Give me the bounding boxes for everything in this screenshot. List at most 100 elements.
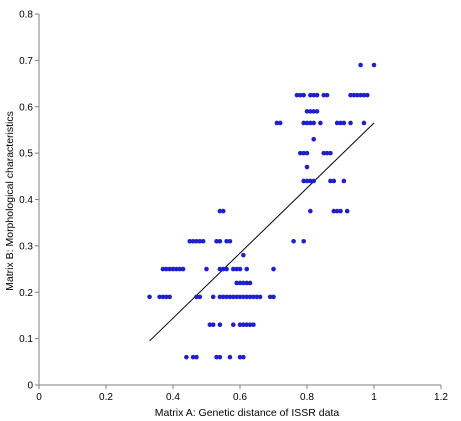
data-point — [241, 294, 246, 300]
data-point — [308, 109, 313, 114]
x-axis-title: Matrix A: Genetic distance of ISSR data — [155, 407, 340, 419]
data-point — [324, 92, 330, 98]
data-point — [197, 238, 203, 244]
data-point — [164, 294, 169, 300]
data-point — [220, 294, 226, 300]
data-point — [311, 178, 317, 184]
data-point — [321, 150, 327, 156]
data-point — [227, 238, 233, 244]
y-tick-label: 0.7 — [19, 56, 33, 67]
data-point — [267, 294, 273, 300]
data-point — [180, 266, 186, 272]
data-point — [231, 322, 236, 328]
data-point — [334, 208, 340, 214]
data-point — [358, 92, 363, 98]
data-point — [210, 294, 216, 300]
data-point — [371, 62, 377, 68]
data-point — [237, 322, 243, 328]
data-point — [351, 92, 357, 98]
data-point — [294, 92, 300, 98]
data-point — [304, 120, 310, 126]
data-point — [207, 322, 213, 328]
data-point — [190, 238, 196, 244]
data-point — [174, 266, 179, 272]
data-point — [217, 266, 223, 272]
y-tick-label: 0.2 — [19, 288, 33, 299]
data-point — [194, 238, 199, 244]
trend-line — [149, 122, 375, 342]
data-point — [254, 294, 260, 300]
data-point — [160, 266, 166, 272]
data-point — [251, 294, 256, 300]
data-point — [331, 208, 337, 214]
data-point — [220, 208, 226, 214]
data-point — [348, 120, 353, 126]
data-point — [328, 150, 333, 156]
data-point — [187, 238, 193, 244]
data-point — [224, 266, 229, 272]
data-point — [241, 354, 246, 360]
data-point — [247, 294, 253, 300]
y-axis-title: Matrix B: Morphological characteristics — [4, 111, 16, 291]
data-point — [304, 109, 310, 114]
data-point — [308, 208, 313, 214]
data-point — [217, 354, 223, 360]
data-point — [308, 92, 313, 98]
data-point — [244, 280, 249, 286]
y-tick-label: 0.4 — [19, 195, 33, 206]
data-point — [220, 266, 226, 272]
data-point — [190, 354, 196, 360]
data-point — [361, 120, 367, 126]
data-point — [358, 62, 363, 68]
y-tick-label: 0.8 — [19, 10, 33, 21]
data-point — [251, 322, 256, 328]
y-tick-label: 0 — [27, 381, 33, 392]
data-point — [308, 178, 313, 184]
data-point — [308, 120, 313, 126]
data-point — [244, 266, 249, 272]
data-point — [274, 120, 280, 126]
x-tick-label: 0.2 — [99, 392, 113, 403]
data-point — [160, 294, 166, 300]
data-point — [324, 150, 330, 156]
y-tick-label: 0.3 — [19, 241, 33, 252]
data-point — [328, 178, 333, 184]
data-point — [298, 150, 303, 156]
data-point — [338, 208, 343, 214]
data-point — [257, 294, 263, 300]
data-point — [234, 294, 239, 300]
data-point — [311, 120, 317, 126]
data-point — [244, 294, 249, 300]
data-point — [170, 266, 176, 272]
data-point — [271, 266, 276, 272]
data-point — [244, 322, 249, 328]
data-point — [241, 322, 246, 328]
data-point — [304, 164, 310, 170]
data-point — [217, 294, 223, 300]
data-point — [311, 92, 317, 98]
data-point — [301, 120, 306, 126]
data-point — [204, 266, 209, 272]
data-point — [348, 92, 353, 98]
data-point — [298, 92, 303, 98]
data-point — [344, 208, 350, 214]
data-point — [157, 294, 162, 300]
data-point — [214, 238, 219, 244]
data-point — [167, 266, 172, 272]
data-point — [247, 322, 253, 328]
x-tick-label: 1.2 — [434, 392, 448, 403]
data-point — [241, 280, 246, 286]
data-point — [184, 354, 189, 360]
data-point — [334, 120, 340, 126]
data-point — [237, 354, 243, 360]
data-point — [311, 136, 317, 142]
data-point — [217, 238, 223, 244]
data-point — [234, 280, 239, 286]
data-point — [227, 354, 233, 360]
data-point — [231, 266, 236, 272]
data-point — [227, 294, 233, 300]
data-point — [217, 322, 223, 328]
y-tick-label: 0.1 — [19, 334, 33, 345]
data-point — [301, 178, 306, 184]
